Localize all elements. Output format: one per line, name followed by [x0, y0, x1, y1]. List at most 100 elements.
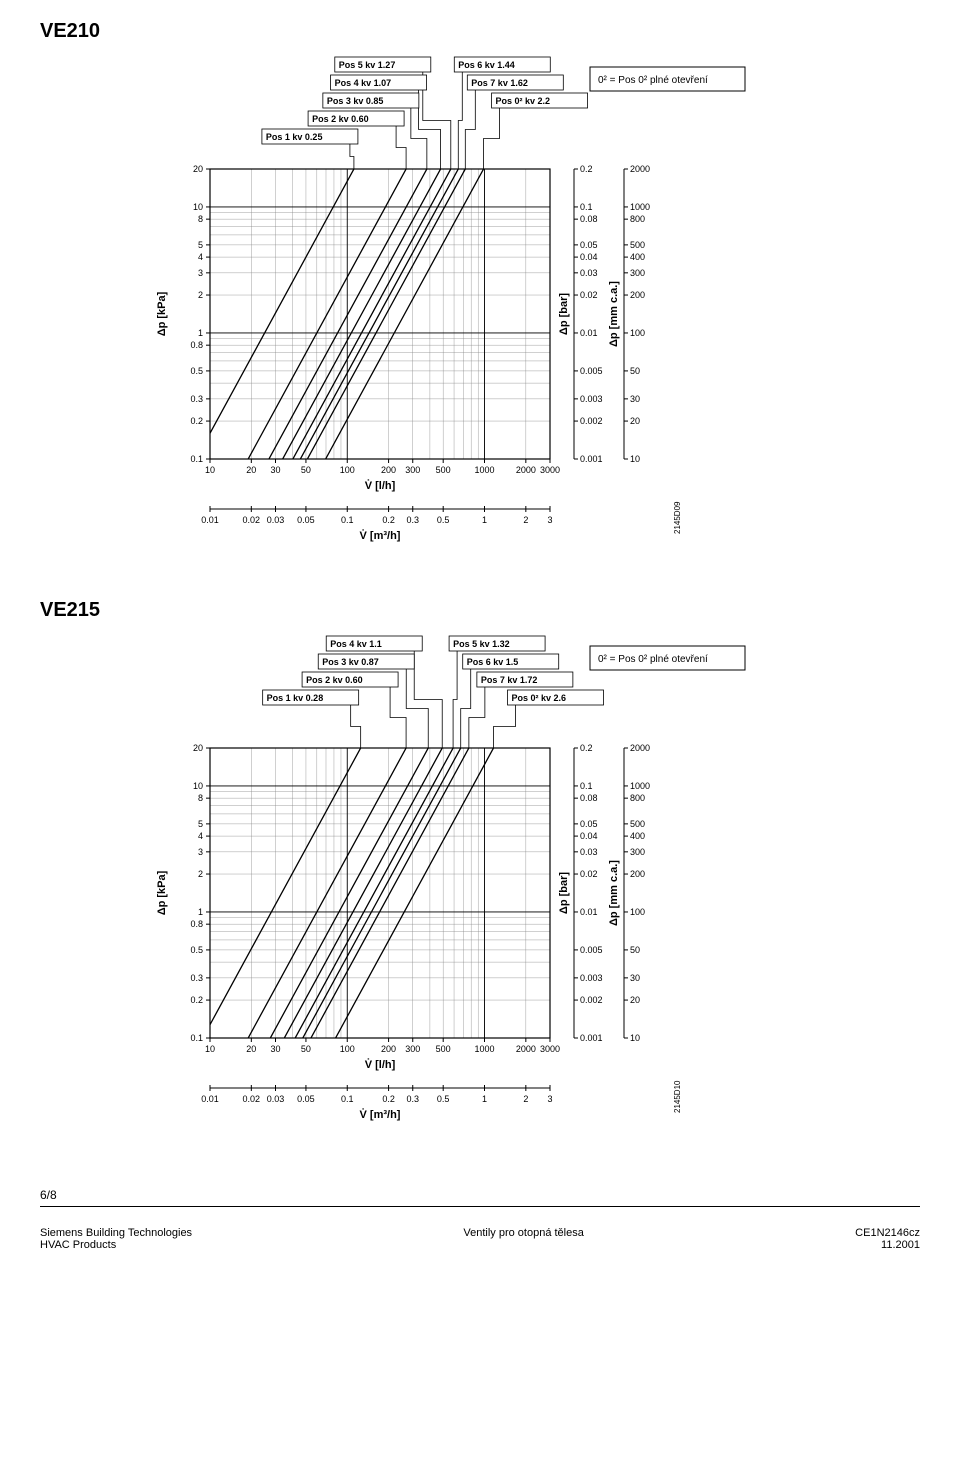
svg-text:2: 2 — [523, 1094, 528, 1104]
svg-text:Δp [mm c.a.]: Δp [mm c.a.] — [608, 281, 620, 347]
svg-text:2000: 2000 — [630, 164, 650, 174]
svg-text:0.3: 0.3 — [406, 1094, 419, 1104]
svg-text:Pos 5 kv 1.27: Pos 5 kv 1.27 — [339, 60, 396, 70]
svg-text:0.2: 0.2 — [382, 1094, 395, 1104]
svg-text:0.2: 0.2 — [580, 743, 593, 753]
svg-text:1000: 1000 — [474, 1044, 494, 1054]
svg-text:0.5: 0.5 — [437, 1094, 450, 1104]
svg-text:50: 50 — [301, 465, 311, 475]
svg-text:0.8: 0.8 — [190, 340, 203, 350]
svg-text:2000: 2000 — [630, 743, 650, 753]
svg-text:300: 300 — [405, 1044, 420, 1054]
chart-ve215: 0.1 0.2 0.3 0.5 0.8 1 2 3 4 5 8 10 20 10 20 30 50 100 200 3… — [130, 628, 830, 1148]
svg-text:Δp [kPa]: Δp [kPa] — [156, 291, 168, 336]
svg-text:10: 10 — [193, 202, 203, 212]
svg-text:300: 300 — [405, 465, 420, 475]
svg-text:3000: 3000 — [540, 1044, 560, 1054]
svg-text:5: 5 — [198, 240, 203, 250]
svg-text:200: 200 — [381, 465, 396, 475]
svg-text:0.02: 0.02 — [243, 1094, 261, 1104]
svg-text:100: 100 — [340, 1044, 355, 1054]
svg-text:3: 3 — [547, 515, 552, 525]
svg-text:0.2: 0.2 — [382, 515, 395, 525]
svg-text:0.04: 0.04 — [580, 831, 598, 841]
svg-text:50: 50 — [630, 366, 640, 376]
svg-text:3: 3 — [198, 847, 203, 857]
svg-text:5: 5 — [198, 819, 203, 829]
svg-text:800: 800 — [630, 793, 645, 803]
svg-text:0.8: 0.8 — [190, 919, 203, 929]
svg-text:400: 400 — [630, 252, 645, 262]
svg-text:10: 10 — [205, 465, 215, 475]
svg-text:0.02: 0.02 — [243, 515, 261, 525]
svg-text:0.005: 0.005 — [580, 945, 603, 955]
svg-text:8: 8 — [198, 793, 203, 803]
svg-text:0.05: 0.05 — [297, 1094, 315, 1104]
svg-text:0.001: 0.001 — [580, 1033, 603, 1043]
svg-text:2: 2 — [523, 515, 528, 525]
svg-text:1: 1 — [198, 907, 203, 917]
svg-text:4: 4 — [198, 252, 203, 262]
chart-ve210: 0.10.20.30.50.81234581020102030501002003… — [130, 49, 830, 569]
svg-text:0.03: 0.03 — [580, 847, 598, 857]
svg-text:Pos 2 kv 0.60: Pos 2 kv 0.60 — [312, 114, 369, 124]
svg-text:10: 10 — [630, 1033, 640, 1043]
svg-text:4: 4 — [198, 831, 203, 841]
svg-text:0.02: 0.02 — [580, 869, 598, 879]
svg-text:0.05: 0.05 — [580, 240, 598, 250]
svg-text:0.3: 0.3 — [406, 515, 419, 525]
svg-text:0.005: 0.005 — [580, 366, 603, 376]
svg-text:800: 800 — [630, 214, 645, 224]
svg-text:1: 1 — [198, 328, 203, 338]
svg-text:Pos 6 kv 1.5: Pos 6 kv 1.5 — [467, 657, 519, 667]
svg-text:100: 100 — [340, 465, 355, 475]
svg-text:0.01: 0.01 — [580, 328, 598, 338]
svg-text:V̇ [m³/h]: V̇ [m³/h] — [360, 529, 401, 542]
svg-text:0.1: 0.1 — [341, 1094, 354, 1104]
svg-text:8: 8 — [198, 214, 203, 224]
svg-text:Pos 7 kv 1.62: Pos 7 kv 1.62 — [471, 78, 528, 88]
svg-text:0.1: 0.1 — [580, 202, 593, 212]
svg-text:0² = Pos 0² plné otevření: 0² = Pos 0² plné otevření — [598, 654, 708, 665]
svg-text:0.5: 0.5 — [190, 366, 203, 376]
svg-text:Pos 2 kv 0.60: Pos 2 kv 0.60 — [306, 675, 363, 685]
svg-text:Pos 3 kv 0.85: Pos 3 kv 0.85 — [327, 96, 384, 106]
model-title-ve215: VE215 — [40, 599, 920, 622]
svg-text:500: 500 — [436, 465, 451, 475]
svg-text:300: 300 — [630, 847, 645, 857]
svg-text:10: 10 — [205, 1044, 215, 1054]
svg-text:0.02: 0.02 — [580, 290, 598, 300]
svg-text:20: 20 — [630, 416, 640, 426]
svg-text:30: 30 — [270, 1044, 280, 1054]
svg-text:20: 20 — [630, 995, 640, 1005]
svg-text:10: 10 — [630, 454, 640, 464]
svg-text:10: 10 — [193, 781, 203, 791]
svg-text:0.001: 0.001 — [580, 454, 603, 464]
svg-text:Pos 1 kv 0.28: Pos 1 kv 0.28 — [267, 693, 324, 703]
svg-text:0.2: 0.2 — [190, 995, 203, 1005]
svg-text:1000: 1000 — [474, 465, 494, 475]
svg-text:0.03: 0.03 — [267, 515, 285, 525]
svg-text:30: 30 — [270, 465, 280, 475]
svg-text:0.03: 0.03 — [580, 268, 598, 278]
svg-text:2: 2 — [198, 869, 203, 879]
svg-text:0.5: 0.5 — [437, 515, 450, 525]
svg-text:30: 30 — [630, 973, 640, 983]
svg-text:0.2: 0.2 — [190, 416, 203, 426]
footer: Siemens Building Technologies HVAC Produ… — [0, 1207, 960, 1261]
svg-text:2145D10: 2145D10 — [673, 1080, 682, 1113]
svg-text:50: 50 — [630, 945, 640, 955]
page-number: 6/8 — [0, 1178, 960, 1206]
svg-text:Pos 0² kv 2.6: Pos 0² kv 2.6 — [512, 693, 567, 703]
svg-text:0.01: 0.01 — [201, 515, 219, 525]
svg-text:200: 200 — [630, 869, 645, 879]
svg-text:Pos 3 kv 0.87: Pos 3 kv 0.87 — [322, 657, 379, 667]
model-title-ve210: VE210 — [40, 20, 920, 43]
svg-text:0.1: 0.1 — [341, 515, 354, 525]
svg-text:300: 300 — [630, 268, 645, 278]
svg-text:3: 3 — [198, 268, 203, 278]
svg-text:0.05: 0.05 — [580, 819, 598, 829]
svg-text:2000: 2000 — [516, 465, 536, 475]
svg-text:0.1: 0.1 — [190, 454, 203, 464]
svg-text:20: 20 — [246, 1044, 256, 1054]
